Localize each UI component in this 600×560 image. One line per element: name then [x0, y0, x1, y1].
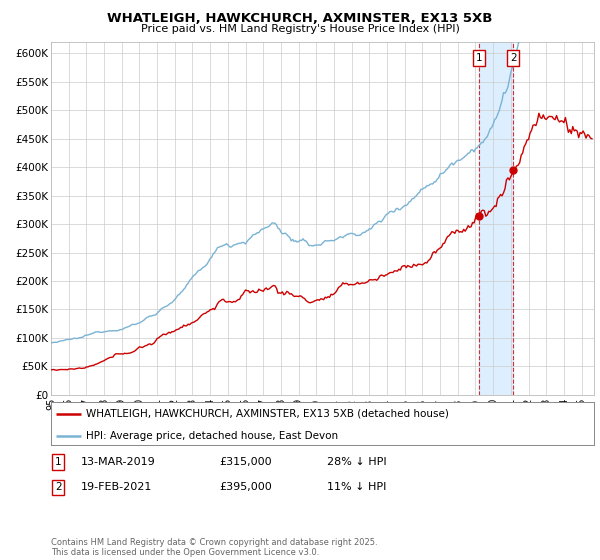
Text: HPI: Average price, detached house, East Devon: HPI: Average price, detached house, East… [86, 431, 338, 441]
Text: 28% ↓ HPI: 28% ↓ HPI [327, 457, 386, 467]
Bar [479, 42, 513, 395]
Text: £395,000: £395,000 [219, 482, 272, 492]
Text: 2: 2 [55, 482, 62, 492]
Text: WHATLEIGH, HAWKCHURCH, AXMINSTER, EX13 5XB: WHATLEIGH, HAWKCHURCH, AXMINSTER, EX13 5… [107, 12, 493, 25]
Text: WHATLEIGH, HAWKCHURCH, AXMINSTER, EX13 5XB (detached house): WHATLEIGH, HAWKCHURCH, AXMINSTER, EX13 5… [86, 409, 449, 419]
Text: 13-MAR-2019: 13-MAR-2019 [81, 457, 156, 467]
Text: 2: 2 [510, 53, 517, 63]
Text: 19-FEB-2021: 19-FEB-2021 [81, 482, 152, 492]
Text: 1: 1 [55, 457, 62, 467]
Text: 1: 1 [476, 53, 482, 63]
Text: 11% ↓ HPI: 11% ↓ HPI [327, 482, 386, 492]
Text: Price paid vs. HM Land Registry's House Price Index (HPI): Price paid vs. HM Land Registry's House … [140, 24, 460, 34]
Text: Contains HM Land Registry data © Crown copyright and database right 2025.
This d: Contains HM Land Registry data © Crown c… [51, 538, 377, 557]
Text: £315,000: £315,000 [219, 457, 272, 467]
